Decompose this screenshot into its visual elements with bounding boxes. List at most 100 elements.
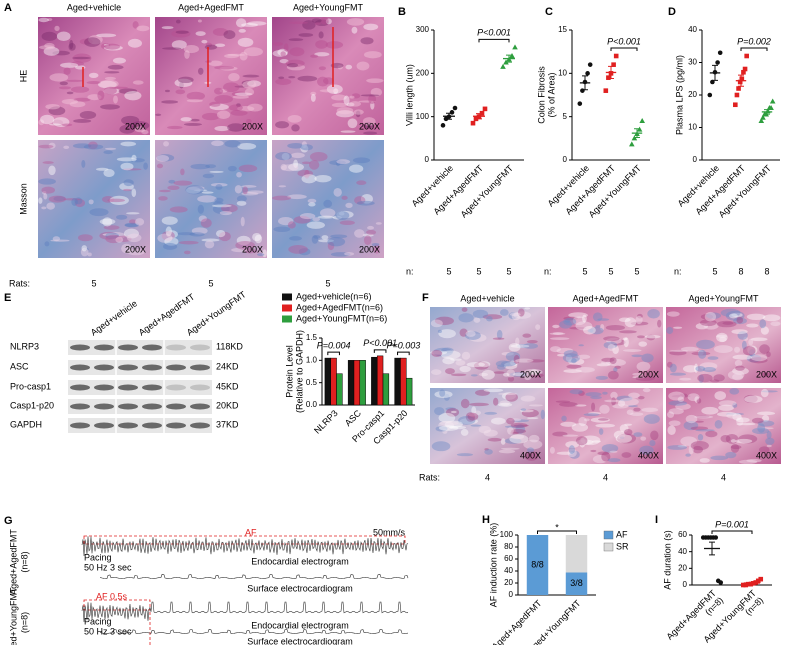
micrograph: [666, 307, 781, 383]
tissue-texture: [234, 85, 249, 88]
tissue-texture: [297, 169, 313, 177]
tissue-texture: [161, 26, 174, 30]
tissue-texture: [635, 376, 655, 381]
blot-band: [94, 364, 114, 371]
tissue-texture: [649, 439, 656, 447]
tissue-texture: [212, 204, 230, 214]
tissue-texture: [576, 436, 588, 446]
tissue-texture: [482, 314, 503, 320]
tissue-texture: [236, 172, 242, 178]
tissue-texture: [131, 188, 137, 198]
tissue-texture: [694, 396, 700, 403]
tissue-texture: [601, 357, 615, 363]
tissue-texture: [552, 431, 568, 437]
trace: [99, 574, 409, 579]
p-value: P<0.001: [477, 28, 511, 38]
micrograph: [272, 140, 384, 258]
tissue-texture: [214, 65, 235, 70]
tissue-texture: [725, 433, 739, 444]
data-point: [760, 114, 766, 120]
tissue-texture: [241, 192, 259, 196]
n-value: 5: [608, 266, 613, 276]
tissue-texture: [247, 21, 267, 26]
tissue-texture: [439, 389, 446, 397]
tissue-texture: [680, 346, 699, 352]
data-point: [758, 118, 765, 123]
event-box: [83, 535, 406, 545]
tissue-texture: [168, 179, 176, 184]
column-header: Aged+AgedFMT: [573, 293, 639, 303]
pacing-detail: 50 Hz 3 sec: [84, 626, 132, 636]
tissue-texture: [572, 316, 586, 326]
tissue-texture: [599, 404, 610, 414]
tissue-texture: [472, 309, 489, 319]
tissue-texture: [214, 43, 226, 48]
tissue-texture: [244, 88, 255, 96]
y-tick-label: 0: [683, 580, 688, 589]
tissue-texture: [286, 63, 306, 71]
tissue-texture: [748, 338, 754, 346]
trace: [81, 536, 409, 557]
y-tick-label: 10: [558, 68, 567, 77]
tissue-texture: [732, 354, 752, 360]
significance-bracket: [373, 349, 387, 353]
tissue-texture: [318, 239, 334, 243]
tissue-texture: [442, 428, 448, 434]
tissue-texture: [697, 350, 704, 356]
p-value: P<0.001: [607, 36, 641, 46]
tissue-texture: [590, 417, 610, 423]
tissue-texture: [741, 340, 747, 350]
tissue-texture: [103, 225, 120, 230]
trace-label: Surface electrocardiogram: [247, 636, 353, 645]
tissue-texture: [637, 395, 645, 400]
tissue-texture: [345, 202, 353, 208]
tissue-texture: [549, 337, 570, 341]
trace: [81, 601, 409, 623]
tissue-texture: [103, 45, 123, 51]
tissue-texture: [50, 239, 70, 242]
significance-bracket: [740, 47, 768, 51]
y-tick-label: 40: [678, 547, 687, 556]
y-tick-label: 0: [563, 155, 568, 164]
tissue-texture: [60, 62, 79, 68]
tissue-texture: [156, 154, 170, 162]
tissue-texture: [360, 37, 374, 45]
y-tick-label: 100: [416, 112, 430, 121]
tissue-texture: [224, 140, 241, 148]
magnification: 200X: [242, 244, 263, 254]
tissue-texture: [590, 449, 597, 453]
tissue-texture: [306, 221, 325, 229]
tissue-texture: [201, 112, 220, 121]
tissue-texture: [132, 80, 144, 85]
tissue-texture: [713, 374, 725, 382]
tissue-texture: [288, 21, 309, 25]
tissue-texture: [312, 217, 321, 222]
tissue-texture: [718, 400, 737, 407]
tissue-texture: [123, 228, 139, 239]
tissue-texture: [527, 417, 539, 420]
tissue-texture: [459, 328, 468, 337]
tissue-texture: [473, 361, 489, 370]
tissue-texture: [685, 414, 698, 424]
tissue-texture: [641, 407, 659, 413]
tissue-texture: [576, 439, 594, 445]
tissue-texture: [215, 184, 223, 190]
tissue-texture: [484, 449, 493, 455]
tissue-texture: [302, 161, 311, 165]
tissue-texture: [228, 72, 240, 82]
tissue-texture: [506, 417, 515, 425]
tissue-texture: [549, 332, 566, 335]
tissue-texture: [88, 34, 103, 45]
bar: [371, 356, 378, 406]
tissue-texture: [320, 17, 329, 25]
tissue-texture: [88, 199, 94, 205]
tissue-texture: [732, 413, 742, 421]
blot-band: [70, 422, 90, 429]
column-header: Aged+vehicle: [89, 298, 139, 337]
tissue-texture: [511, 312, 521, 321]
tissue-texture: [696, 398, 702, 404]
tissue-texture: [54, 25, 60, 32]
tissue-texture: [363, 131, 378, 135]
tissue-texture: [445, 407, 456, 411]
tissue-texture: [200, 218, 212, 228]
